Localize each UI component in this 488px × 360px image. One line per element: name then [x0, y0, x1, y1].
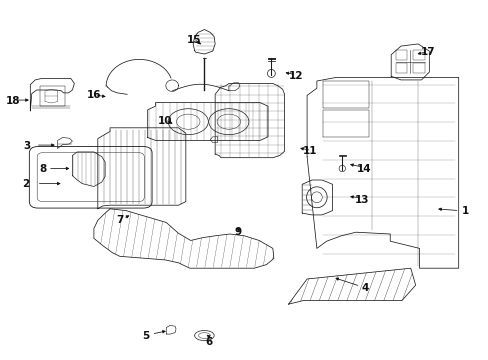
Text: 11: 11 — [303, 146, 317, 156]
Text: 17: 17 — [420, 47, 434, 57]
Text: 9: 9 — [234, 227, 242, 237]
Text: 2: 2 — [22, 179, 29, 189]
Text: 3: 3 — [23, 141, 31, 151]
Text: 7: 7 — [116, 215, 123, 225]
Text: 15: 15 — [186, 35, 201, 45]
Text: 5: 5 — [142, 330, 149, 341]
Text: 13: 13 — [354, 195, 368, 205]
Text: 14: 14 — [356, 164, 371, 174]
Text: 16: 16 — [87, 90, 102, 100]
Text: 6: 6 — [205, 337, 212, 347]
Text: 10: 10 — [157, 116, 172, 126]
Text: 18: 18 — [6, 96, 20, 106]
Text: 8: 8 — [39, 164, 46, 174]
Text: 12: 12 — [288, 71, 303, 81]
Text: 1: 1 — [461, 206, 468, 216]
Text: 4: 4 — [361, 283, 368, 293]
